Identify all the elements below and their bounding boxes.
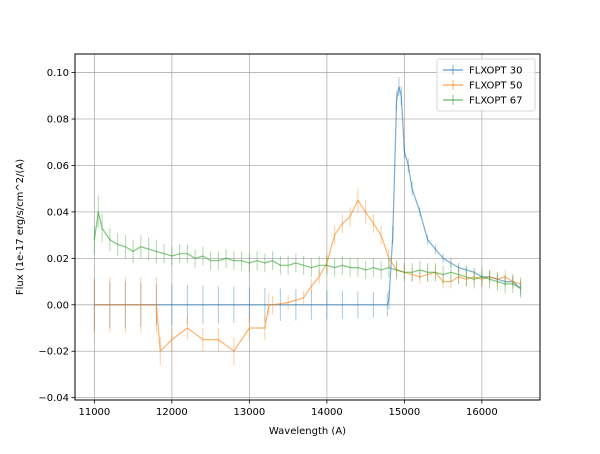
- legend-label: FLXOPT 30: [469, 66, 522, 77]
- series-line: [94, 199, 521, 353]
- y-tick-label: −0.04: [38, 393, 69, 404]
- ticks: 11000 12000 13000 14000 15000 16000 −0.04 −0.02…: [38, 68, 497, 418]
- legend-label: FLXOPT 50: [469, 81, 522, 92]
- y-tick-label: 0.10: [47, 68, 69, 79]
- series-2: [93, 188, 522, 366]
- y-tick-label: 0.04: [47, 207, 69, 218]
- y-tick-label: −0.02: [38, 347, 69, 358]
- y-tick-label: 0.06: [47, 161, 69, 172]
- plot-frame: [74, 53, 541, 401]
- x-tick-label: 15000: [388, 407, 420, 418]
- y-tick-label: 0.02: [47, 254, 69, 265]
- x-tick-label: 11000: [78, 407, 110, 418]
- legend: FLXOPT 30 FLXOPT 50 FLXOPT 67: [436, 58, 536, 112]
- legend-box: [436, 58, 536, 112]
- legend-label: FLXOPT 67: [469, 96, 522, 107]
- x-tick-label: 13000: [233, 407, 265, 418]
- series-layer: [93, 77, 522, 366]
- series-line: [93, 211, 521, 290]
- x-tick-label: 12000: [156, 407, 188, 418]
- series-3: [93, 195, 522, 298]
- y-tick-label: 0.08: [47, 115, 69, 126]
- x-axis-label: Wavelength (A): [269, 426, 346, 437]
- x-tick-label: 14000: [311, 407, 343, 418]
- x-tick-label: 16000: [466, 407, 498, 418]
- y-axis-label: Flux (1e-17 erg/s/cm^2/(A): [15, 159, 26, 295]
- y-tick-label: 0.00: [47, 300, 69, 311]
